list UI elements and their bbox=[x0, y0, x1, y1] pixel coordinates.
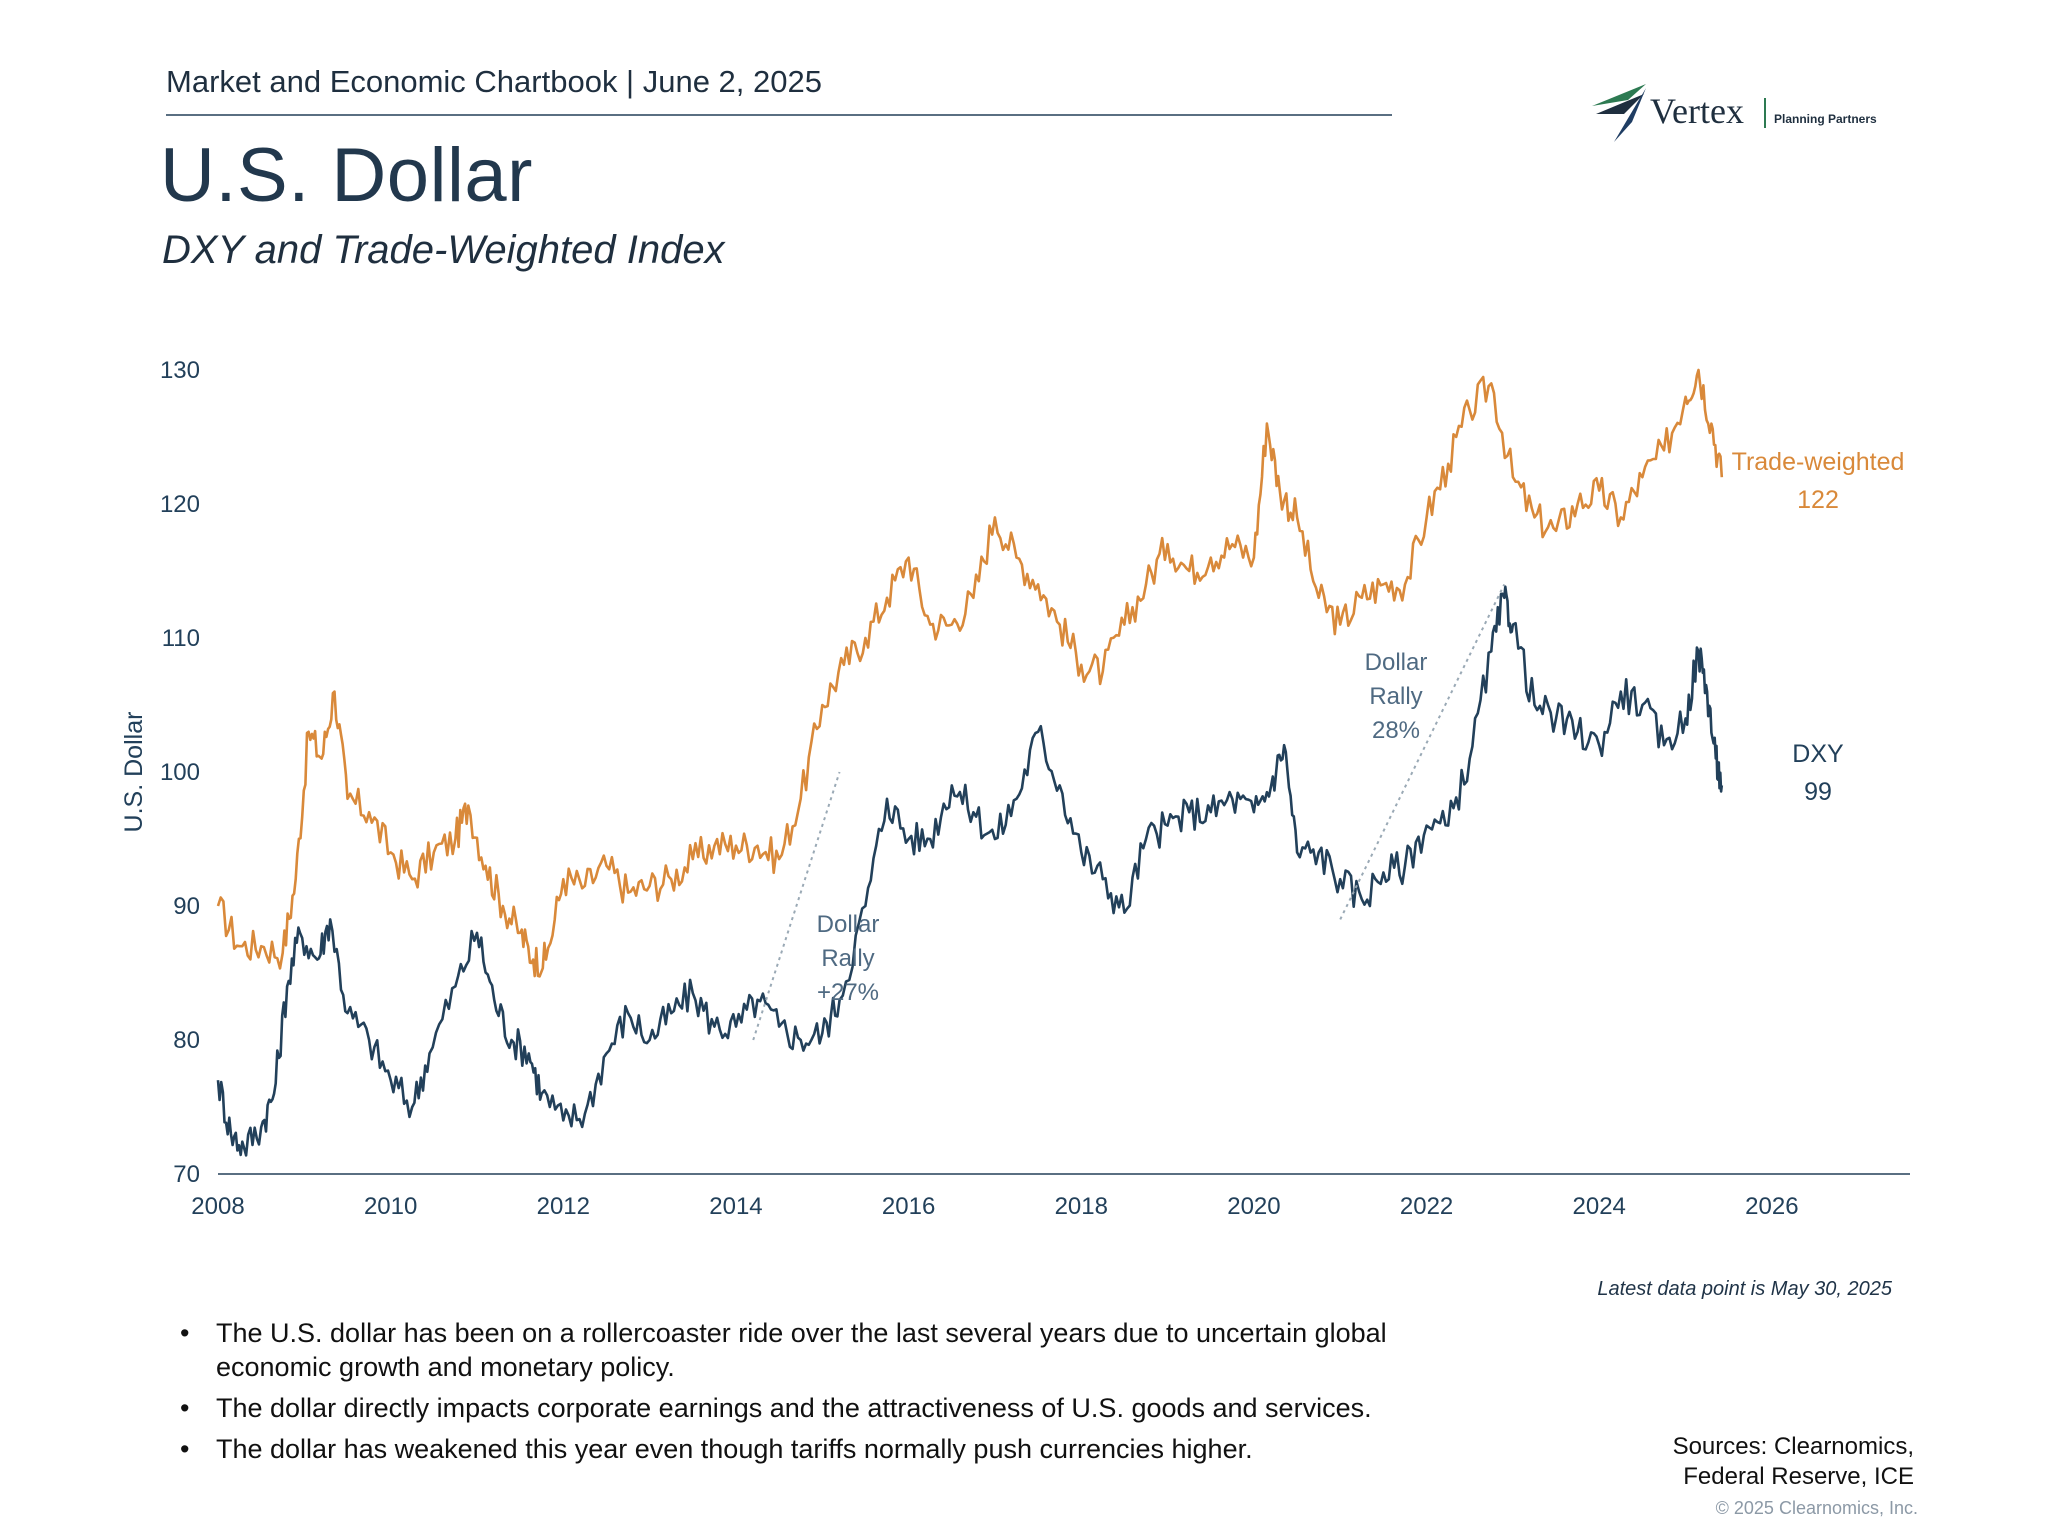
sources-line-1: Sources: Clearnomics, bbox=[1672, 1433, 1914, 1460]
sources-line-2: Federal Reserve, ICE bbox=[1683, 1463, 1914, 1490]
logo-tagline: Planning Partners bbox=[1774, 112, 1877, 126]
x-tick-label: 2014 bbox=[709, 1193, 762, 1220]
x-tick-label: 2016 bbox=[882, 1193, 935, 1220]
page-title: U.S. Dollar bbox=[160, 133, 533, 218]
rally-annotation-text: 28% bbox=[1372, 717, 1420, 744]
vertex-chevron-icon bbox=[1592, 84, 1646, 142]
x-tick-label: 2018 bbox=[1055, 1193, 1108, 1220]
dxy-end-label: DXY bbox=[1792, 740, 1844, 768]
y-axis-label: U.S. Dollar bbox=[120, 712, 148, 833]
y-tick-label: 90 bbox=[173, 893, 200, 920]
y-tick-label: 80 bbox=[173, 1027, 200, 1054]
trade-weighted-end-value: 122 bbox=[1797, 486, 1839, 514]
y-tick-label: 100 bbox=[160, 759, 200, 786]
logo-wordmark: Vertex bbox=[1650, 91, 1744, 131]
rally-annotation-text: Rally bbox=[821, 945, 874, 972]
rally-trend-line bbox=[1339, 583, 1506, 920]
trade-weighted-series-line bbox=[216, 368, 1724, 978]
dollar-chart: U.S. Dollar 70 80 90 100 110 120 130 2008 2010 201… bbox=[120, 357, 1910, 1220]
x-tick-label: 2020 bbox=[1227, 1193, 1280, 1220]
list-item: The dollar directly impacts corporate ea… bbox=[176, 1391, 1416, 1425]
rally-annotation-text: Dollar bbox=[1365, 649, 1428, 676]
rally-annotation-text: +27% bbox=[817, 979, 879, 1006]
commentary-list: The U.S. dollar has been on a rollercoas… bbox=[176, 1316, 1416, 1473]
x-tick-label: 2024 bbox=[1573, 1193, 1626, 1220]
x-tick-label: 2012 bbox=[537, 1193, 590, 1220]
rally-annotation-text: Dollar bbox=[817, 911, 880, 938]
y-tick-label: 70 bbox=[173, 1161, 200, 1188]
y-tick-label: 120 bbox=[160, 491, 200, 518]
copyright: © 2025 Clearnomics, Inc. bbox=[1715, 1498, 1918, 1518]
list-item: The dollar has weakened this year even t… bbox=[176, 1432, 1416, 1466]
chartbook-header: Market and Economic Chartbook | June 2, … bbox=[166, 64, 822, 99]
dxy-end-value: 99 bbox=[1804, 778, 1832, 806]
latest-data-note: Latest data point is May 30, 2025 bbox=[1597, 1278, 1892, 1300]
y-tick-label: 110 bbox=[162, 625, 200, 652]
page-subtitle: DXY and Trade-Weighted Index bbox=[162, 228, 725, 272]
trade-weighted-end-label: Trade-weighted bbox=[1732, 448, 1905, 476]
x-tick-label: 2008 bbox=[191, 1193, 244, 1220]
logo-divider bbox=[1764, 98, 1766, 128]
x-tick-label: 2010 bbox=[364, 1193, 417, 1220]
list-item: The U.S. dollar has been on a rollercoas… bbox=[176, 1316, 1416, 1384]
rally-annotation-text: Rally bbox=[1369, 683, 1422, 710]
sources-note: Sources: Clearnomics, Federal Reserve, I… bbox=[1673, 1432, 1914, 1492]
header-divider bbox=[166, 114, 1392, 116]
x-tick-label: 2022 bbox=[1400, 1193, 1453, 1220]
rally-trend-line bbox=[752, 771, 841, 1041]
y-tick-label: 130 bbox=[160, 357, 200, 384]
vertex-logo: Vertex Planning Partners bbox=[1588, 80, 1898, 150]
dxy-series-line bbox=[216, 585, 1724, 1157]
x-tick-label: 2026 bbox=[1745, 1193, 1798, 1220]
